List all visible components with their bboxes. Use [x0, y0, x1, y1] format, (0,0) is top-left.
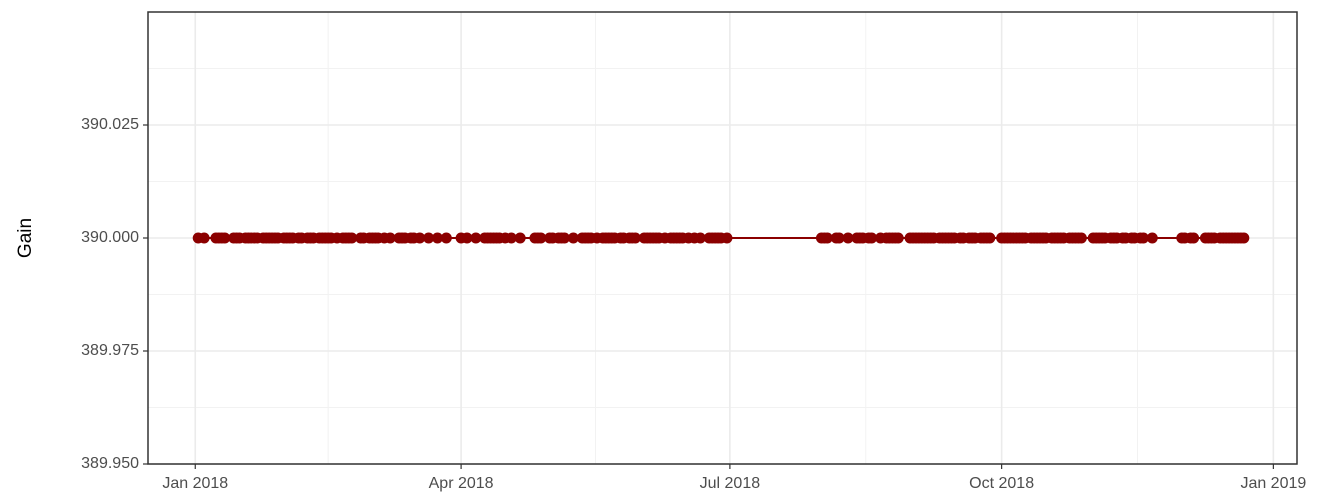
- point: [423, 232, 435, 244]
- point: [629, 232, 641, 244]
- x-tick-label: Jul 2018: [700, 475, 761, 492]
- point: [514, 232, 526, 244]
- x-tick-label: Oct 2018: [969, 475, 1034, 492]
- point: [1146, 232, 1158, 244]
- y-axis-title: Gain: [15, 218, 36, 258]
- point: [384, 232, 396, 244]
- y-tick-label: 389.950: [81, 455, 139, 472]
- point: [1188, 232, 1200, 244]
- x-tick-label: Apr 2018: [429, 475, 494, 492]
- point: [694, 232, 706, 244]
- point: [505, 232, 517, 244]
- point: [866, 232, 878, 244]
- y-tick-label: 390.000: [81, 229, 139, 246]
- x-tick-label: Jan 2018: [162, 475, 228, 492]
- point: [833, 232, 845, 244]
- point: [821, 232, 833, 244]
- point: [535, 232, 547, 244]
- point: [721, 232, 733, 244]
- point: [198, 232, 210, 244]
- point: [567, 232, 579, 244]
- point: [984, 232, 996, 244]
- point: [558, 232, 570, 244]
- point: [470, 232, 482, 244]
- point: [892, 232, 904, 244]
- point: [1137, 232, 1149, 244]
- point: [1075, 232, 1087, 244]
- panel-border: [147, 11, 1298, 465]
- point: [431, 232, 443, 244]
- y-tick-label: 390.025: [81, 116, 139, 133]
- point: [219, 232, 231, 244]
- point: [346, 232, 358, 244]
- point: [440, 232, 452, 244]
- point: [1238, 232, 1250, 244]
- x-tick-label: Jan 2019: [1240, 475, 1306, 492]
- point: [842, 232, 854, 244]
- point: [414, 232, 426, 244]
- y-tick-label: 389.975: [81, 342, 139, 359]
- point: [461, 232, 473, 244]
